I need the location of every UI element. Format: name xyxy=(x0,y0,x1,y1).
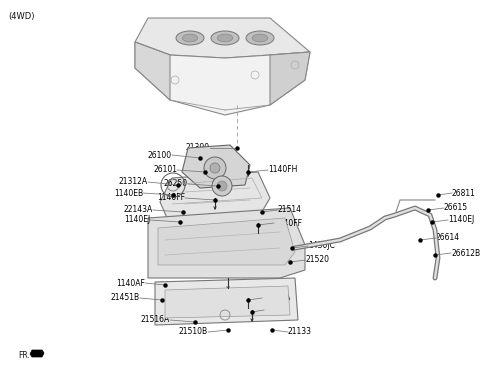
Polygon shape xyxy=(135,42,170,100)
Text: 21312A: 21312A xyxy=(119,177,148,186)
Text: 1140EJ: 1140EJ xyxy=(124,215,150,224)
Ellipse shape xyxy=(182,34,198,42)
Text: 1140AF: 1140AF xyxy=(116,279,145,288)
Polygon shape xyxy=(148,208,305,278)
Polygon shape xyxy=(30,350,44,357)
Ellipse shape xyxy=(246,31,274,45)
Text: 21513A: 21513A xyxy=(262,294,291,303)
Text: 26811: 26811 xyxy=(452,188,476,197)
Polygon shape xyxy=(158,218,295,265)
Polygon shape xyxy=(135,18,310,58)
Text: 26101: 26101 xyxy=(153,165,177,174)
Polygon shape xyxy=(155,278,298,325)
Circle shape xyxy=(212,176,232,196)
Text: 22143A: 22143A xyxy=(124,206,153,214)
Ellipse shape xyxy=(217,34,233,42)
Text: 1140EB: 1140EB xyxy=(114,188,143,197)
Ellipse shape xyxy=(211,31,239,45)
Ellipse shape xyxy=(204,157,226,179)
Text: (4WD): (4WD) xyxy=(8,12,35,21)
Text: 26100: 26100 xyxy=(148,150,172,159)
Text: 21510B: 21510B xyxy=(179,327,208,337)
Polygon shape xyxy=(165,286,290,318)
Text: 26250: 26250 xyxy=(164,179,188,188)
Polygon shape xyxy=(135,42,310,115)
Ellipse shape xyxy=(210,163,220,173)
Text: 26614: 26614 xyxy=(436,233,460,243)
Text: 26612B: 26612B xyxy=(451,249,480,258)
Text: 26615: 26615 xyxy=(444,203,468,212)
Polygon shape xyxy=(182,145,250,188)
Text: 1430JC: 1430JC xyxy=(308,241,335,250)
Text: 21516A: 21516A xyxy=(141,315,170,324)
Text: 21514: 21514 xyxy=(278,206,302,214)
Ellipse shape xyxy=(252,34,268,42)
Polygon shape xyxy=(160,172,270,220)
Circle shape xyxy=(217,181,227,191)
Text: FR.: FR. xyxy=(18,350,30,359)
Text: 1140FF: 1140FF xyxy=(274,218,302,227)
Text: 21520: 21520 xyxy=(306,256,330,264)
Text: 21390: 21390 xyxy=(186,144,210,153)
Ellipse shape xyxy=(176,31,204,45)
Text: 1140FH: 1140FH xyxy=(268,165,298,174)
Text: 21451B: 21451B xyxy=(111,294,140,303)
Text: 21512: 21512 xyxy=(264,305,288,314)
Text: 1140EJ: 1140EJ xyxy=(448,215,474,224)
Polygon shape xyxy=(270,52,310,105)
Text: 1140FF: 1140FF xyxy=(157,194,185,203)
Text: 21133: 21133 xyxy=(288,327,312,337)
